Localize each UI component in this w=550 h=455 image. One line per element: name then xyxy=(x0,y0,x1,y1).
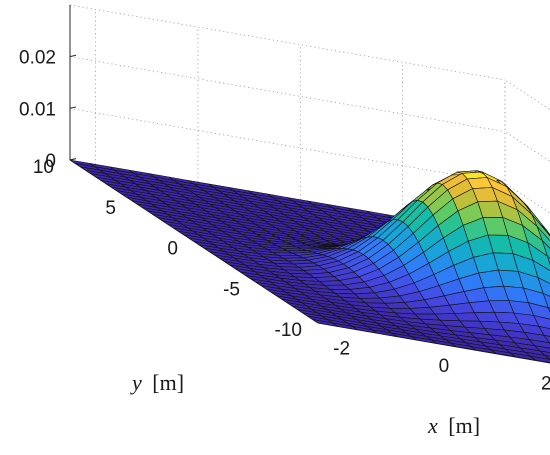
z-tick-label: 0 xyxy=(45,151,56,172)
surface-patch xyxy=(532,259,550,285)
y-axis-label: y [m] xyxy=(130,370,184,395)
grid-line xyxy=(69,56,506,133)
surface-patch xyxy=(547,255,550,266)
z-tick-mark xyxy=(69,106,77,109)
y-tick-mark xyxy=(69,158,76,161)
surface-patch xyxy=(528,302,550,320)
surface-patch xyxy=(544,355,550,360)
surface-patch xyxy=(533,315,550,329)
surface-patch xyxy=(536,226,550,249)
x-tick-label: 0 xyxy=(439,356,450,377)
surface-patch xyxy=(541,240,550,259)
y-tick-label: 10 xyxy=(33,157,54,178)
y-tick-label: 5 xyxy=(105,198,116,219)
surface-patch xyxy=(542,293,550,309)
surface-mesh xyxy=(69,159,550,363)
z-tick-mark xyxy=(69,54,77,58)
z-tick-label: 0.01 xyxy=(19,99,56,120)
z-tick-label: 0.02 xyxy=(19,48,56,69)
surface-patch xyxy=(537,277,550,297)
surface-patch xyxy=(529,355,550,363)
y-tick-label: 0 xyxy=(167,239,178,260)
surface-patch xyxy=(534,345,550,353)
surface-patch xyxy=(527,242,550,271)
surface-patch xyxy=(539,350,550,357)
y-tick-label: -10 xyxy=(275,320,302,341)
y-tick-label: -5 xyxy=(223,279,240,300)
grid-line xyxy=(69,4,506,81)
x-tick-label: 2 xyxy=(541,374,550,395)
x-tick-label: -2 xyxy=(333,338,350,359)
x-axis-label: x [m] xyxy=(427,413,480,438)
surface-patch xyxy=(538,325,550,337)
surface-patch xyxy=(524,351,550,360)
surface-patch xyxy=(543,334,550,344)
surface-patch xyxy=(531,214,550,242)
surface-patch xyxy=(529,339,550,349)
